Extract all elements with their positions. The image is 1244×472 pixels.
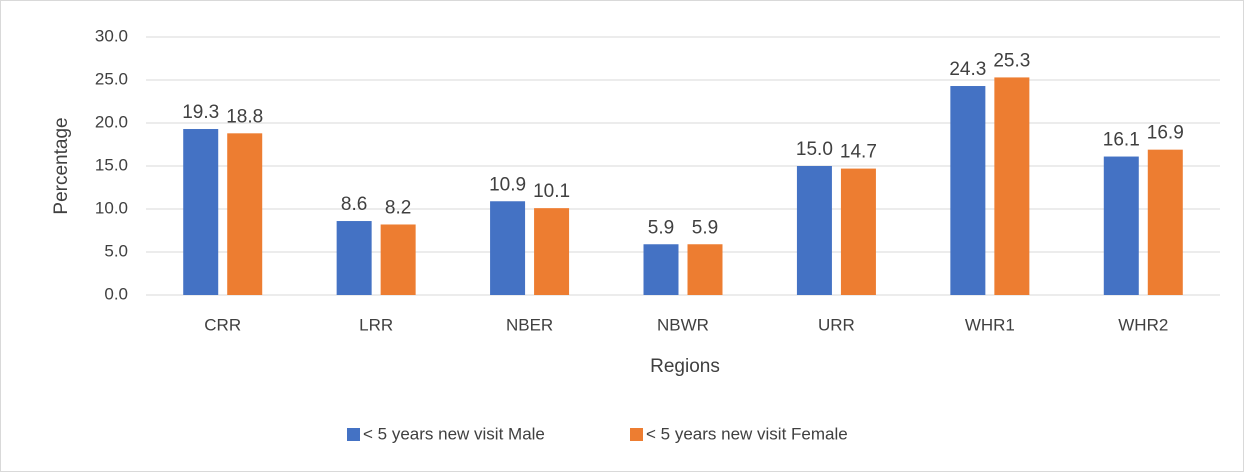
y-axis-title: Percentage <box>51 117 72 214</box>
data-label: 25.3 <box>993 50 1030 71</box>
data-label: 8.6 <box>341 194 367 215</box>
bar <box>950 86 986 296</box>
bar <box>490 201 526 295</box>
legend-swatch <box>630 428 643 441</box>
legend-label: < 5 years new visit Female <box>646 424 848 443</box>
y-tick-label: 5.0 <box>104 241 128 260</box>
x-tick-label: CRR <box>204 315 241 334</box>
x-tick-label: WHR2 <box>1118 315 1168 334</box>
data-label: 16.9 <box>1147 123 1184 144</box>
x-tick-label: LRR <box>359 315 393 334</box>
bar <box>227 133 263 295</box>
data-label: 5.9 <box>692 217 718 238</box>
legend-swatch <box>347 428 360 441</box>
data-label: 24.3 <box>949 59 986 80</box>
x-tick-label: NBWR <box>657 315 709 334</box>
bar <box>183 129 219 295</box>
bar <box>1147 149 1183 295</box>
bar <box>687 244 723 295</box>
data-label: 18.8 <box>226 106 263 127</box>
bar <box>994 77 1030 295</box>
x-tick-label: WHR1 <box>965 315 1015 334</box>
legend-label: < 5 years new visit Male <box>363 424 545 443</box>
bar <box>1103 156 1139 295</box>
data-label: 19.3 <box>182 102 219 123</box>
y-tick-label: 30.0 <box>95 26 128 45</box>
x-tick-label: URR <box>818 315 855 334</box>
data-label: 5.9 <box>648 217 674 238</box>
y-tick-label: 0.0 <box>104 284 128 303</box>
bar <box>840 168 876 295</box>
bar <box>534 208 570 295</box>
data-label: 15.0 <box>796 139 833 160</box>
y-tick-label: 25.0 <box>95 69 128 88</box>
y-tick-label: 10.0 <box>95 198 128 217</box>
data-label: 16.1 <box>1103 130 1140 151</box>
bar <box>643 244 679 295</box>
data-label: 8.2 <box>385 197 411 218</box>
bar <box>336 221 372 295</box>
x-axis-title: Regions <box>650 356 720 377</box>
data-label: 10.9 <box>489 174 526 195</box>
data-label: 10.1 <box>533 181 570 202</box>
bar <box>380 224 416 295</box>
data-label: 14.7 <box>840 142 877 163</box>
bar <box>796 166 832 295</box>
y-tick-label: 20.0 <box>95 112 128 131</box>
x-tick-label: NBER <box>506 315 553 334</box>
y-tick-label: 15.0 <box>95 155 128 174</box>
